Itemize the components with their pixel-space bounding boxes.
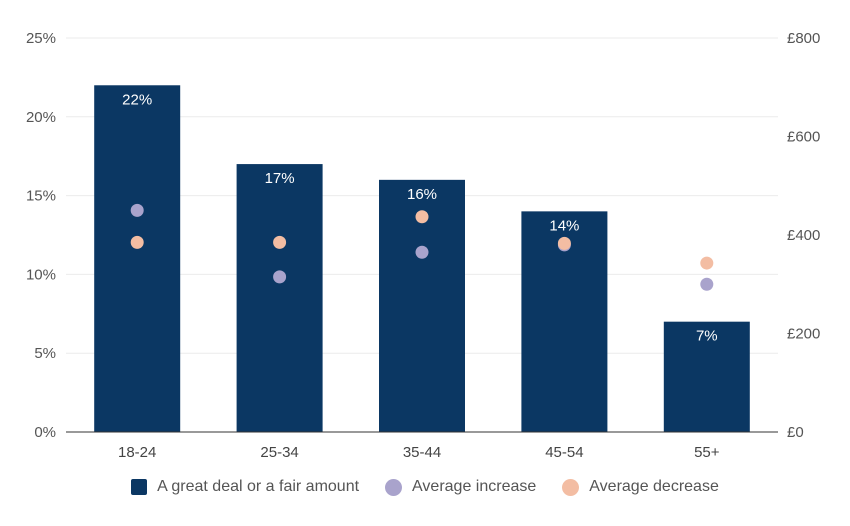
- legend: A great deal or a fair amount Average in…: [0, 478, 850, 496]
- right-axis-ticks: £0 £200 £400 £600 £800: [787, 30, 820, 441]
- right-tick-label: £800: [787, 30, 820, 47]
- combo-chart: 0% 5% 10% 15% 20% 25% £0 £200 £400 £600 £800 22% 1…: [26, 30, 820, 461]
- legend-swatch-increase: [385, 478, 403, 496]
- decrease-point: [700, 256, 714, 270]
- category-label: 45-54: [545, 444, 583, 461]
- bar-data-label: 22%: [122, 91, 152, 108]
- legend-label-decrease: Average decrease: [589, 478, 719, 495]
- category-label: 55+: [694, 444, 720, 461]
- point-series: [130, 203, 714, 291]
- right-tick-label: £0: [787, 424, 804, 441]
- left-tick-label: 15%: [26, 188, 56, 205]
- increase-point: [415, 245, 429, 259]
- legend-item-bars: A great deal or a fair amount: [131, 478, 359, 496]
- bar-data-label: 7%: [696, 328, 718, 345]
- right-tick-label: £200: [787, 326, 820, 343]
- legend-item-increase: Average increase: [385, 478, 536, 496]
- right-tick-label: £600: [787, 129, 820, 146]
- legend-swatch-decrease: [562, 478, 580, 496]
- bar-series: 22% 17% 16% 14% 7%: [94, 85, 750, 432]
- increase-point: [130, 203, 144, 217]
- bar-25-34: [236, 164, 323, 432]
- bar-data-label: 17%: [265, 170, 295, 187]
- legend-swatch-bars: [131, 479, 148, 495]
- decrease-point: [273, 235, 287, 249]
- category-label: 25-34: [260, 444, 298, 461]
- category-labels: 18-24 25-34 35-44 45-54 55+: [118, 444, 720, 461]
- left-tick-label: 20%: [26, 109, 56, 126]
- legend-label-increase: Average increase: [412, 478, 537, 495]
- decrease-point: [415, 210, 429, 224]
- bar-55+: [663, 321, 750, 432]
- legend-item-decrease: Average decrease: [562, 478, 719, 496]
- left-tick-label: 5%: [34, 345, 56, 362]
- right-tick-label: £400: [787, 227, 820, 244]
- increase-point: [273, 270, 287, 284]
- left-tick-label: 25%: [26, 30, 56, 47]
- bar-data-label: 14%: [549, 217, 579, 234]
- decrease-point: [130, 235, 144, 249]
- category-label: 18-24: [118, 444, 156, 461]
- decrease-point: [557, 236, 571, 250]
- bar-18-24: [94, 85, 181, 432]
- legend-label-bars: A great deal or a fair amount: [157, 478, 360, 495]
- increase-point: [700, 277, 714, 291]
- left-tick-label: 0%: [34, 424, 56, 441]
- left-tick-label: 10%: [26, 266, 56, 283]
- bar-data-label: 16%: [407, 186, 437, 203]
- category-label: 35-44: [403, 444, 441, 461]
- left-axis-ticks: 0% 5% 10% 15% 20% 25%: [26, 30, 56, 441]
